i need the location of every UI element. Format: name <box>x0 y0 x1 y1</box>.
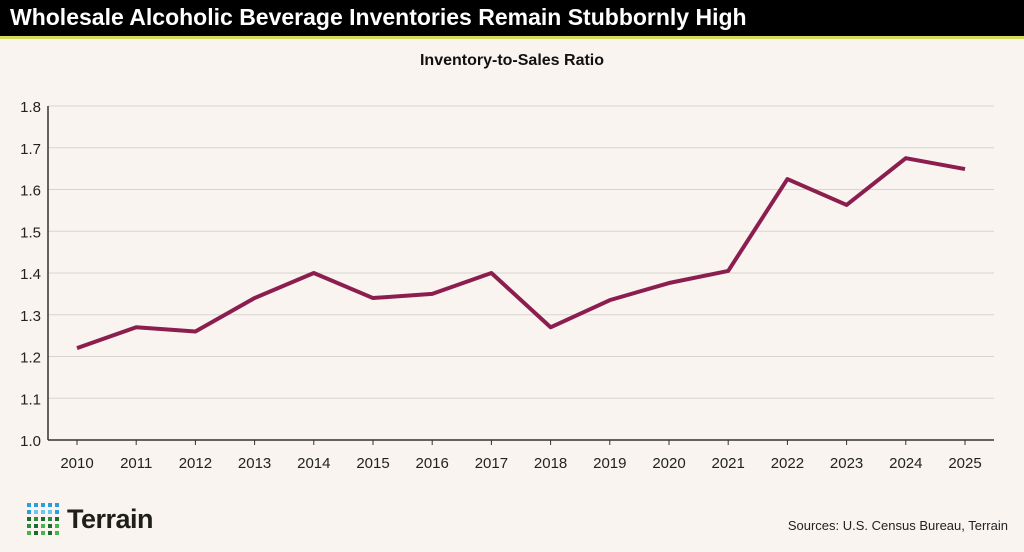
y-tick-label: 1.4 <box>20 266 41 283</box>
y-tick-label: 1.6 <box>20 183 41 200</box>
logo-grid-icon <box>27 503 59 535</box>
series-line <box>76 156 966 351</box>
y-tick-label: 1.2 <box>20 350 41 367</box>
x-tick-label: 2011 <box>120 455 152 472</box>
x-tick-label: 2010 <box>60 455 93 472</box>
y-tick-label: 1.8 <box>20 99 41 116</box>
y-tick-label: 1.1 <box>20 391 41 408</box>
y-tick-label: 1.3 <box>20 308 41 325</box>
x-tick-label: 2015 <box>356 455 389 472</box>
logo-text: Terrain <box>67 503 154 534</box>
x-tick-label: 2021 <box>712 455 745 472</box>
source-note: Sources: U.S. Census Bureau, Terrain <box>787 518 1008 533</box>
x-tick-label: 2018 <box>534 455 567 472</box>
x-tick-label: 2016 <box>416 455 449 472</box>
x-tick-label: 2014 <box>297 455 330 472</box>
terrain-logo: Terrain <box>27 503 154 535</box>
x-tick-label: 2024 <box>889 455 922 472</box>
y-tick-label: 1.5 <box>20 224 41 241</box>
chart-subtitle: Inventory-to-Sales Ratio <box>419 52 605 69</box>
x-tick-label: 2019 <box>593 455 626 472</box>
x-tick-label: 2022 <box>771 455 804 472</box>
header-bar: Wholesale Alcoholic Beverage Inventories… <box>0 0 1024 39</box>
x-tick-label: 2020 <box>652 455 685 472</box>
x-tick-label: 2023 <box>830 455 863 472</box>
x-tick-label: 2017 <box>475 455 508 472</box>
y-tick-label: 1.7 <box>20 141 41 158</box>
x-tick-label: 2013 <box>238 455 271 472</box>
x-tick-label: 2025 <box>948 455 981 472</box>
x-tick-label: 2012 <box>179 455 212 472</box>
chart-title: Wholesale Alcoholic Beverage Inventories… <box>10 4 747 30</box>
y-tick-label: 1.0 <box>20 433 41 450</box>
